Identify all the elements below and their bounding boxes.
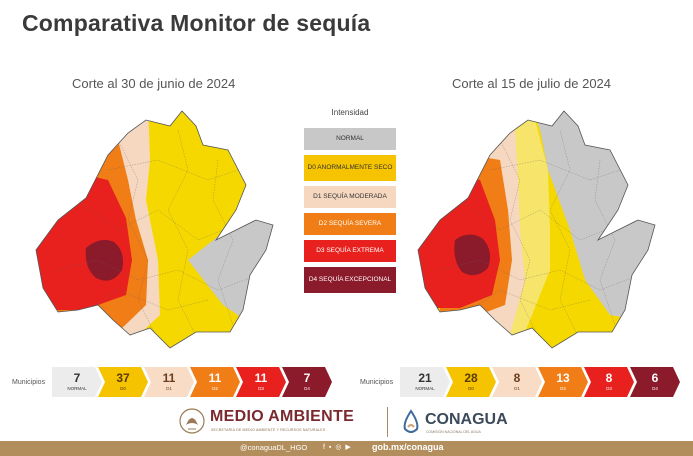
map-caption-july: Corte al 15 de julio de 2024 [452,76,612,91]
legend-d0: D0 ANORMALMENTE SECO [304,155,396,181]
count-d0: 37 D0 [98,367,148,397]
count-value: 37 [116,371,130,385]
eagle-seal-icon [179,408,205,434]
count-level: D2 [212,386,218,391]
count-d1: 8 D1 [492,367,542,397]
legend-d1: D1 SEQUÍA MODERADA [304,186,396,208]
intensity-legend: Intensidad NORMAL D0 ANORMALMENTE SECO D… [304,108,396,298]
conagua-logo-subtext: COMISIÓN NACIONAL DEL AGUA [426,430,481,434]
municipios-label: Municipios [360,378,394,386]
count-value: 21 [418,371,432,385]
count-d1: 11 D1 [144,367,194,397]
legend-title: Intensidad [331,108,369,117]
zone-d4 [454,234,490,276]
legend-d2: D2 SEQUÍA SEVERA [304,213,396,235]
count-d3: 11 D3 [236,367,286,397]
conagua-drop-icon [403,409,419,433]
website-link[interactable]: gob.mx/conagua [372,442,444,452]
state-outline [35,110,274,349]
legend-d3: D3 SEQUÍA EXTREMA [304,240,396,262]
count-level: NORMAL [415,386,435,391]
count-level: D4 [652,386,658,391]
count-value: 28 [464,371,478,385]
map-caption-june: Corte al 30 de junio de 2024 [72,76,236,91]
logo-divider [387,407,388,437]
drought-map-june [35,110,274,349]
count-level: D1 [166,386,172,391]
logos-bar: MEDIO AMBIENTE SECRETARÍA DE MEDIO AMBIE… [0,405,693,441]
count-value: 6 [651,371,659,385]
count-level: D1 [514,386,520,391]
municipios-strip-june: Municipios 7 NORMAL 37 D0 11 D1 11 D2 11… [12,367,332,397]
count-d4: 7 D4 [282,367,332,397]
count-d0: 28 D0 [446,367,496,397]
legend-d4: D4 SEQUÍA EXCEPCIONAL [304,267,396,293]
medio-ambiente-logo-text: MEDIO AMBIENTE [210,408,355,425]
count-level: D3 [258,386,264,391]
social-media-icons[interactable]: f ▪ ◎ ▶ [323,444,352,451]
count-level: NORMAL [67,386,87,391]
count-level: D4 [304,386,310,391]
count-value: 11 [254,371,268,385]
count-value: 11 [162,371,176,385]
count-normal: 7 NORMAL [52,367,102,397]
medio-ambiente-logo-subtext: SECRETARÍA DE MEDIO AMBIENTE Y RECURSOS … [211,428,326,432]
footer-bar: @conaguaDL_HGO f ▪ ◎ ▶ gob.mx/conagua [0,441,693,456]
conagua-logo-text: CONAGUA [425,411,508,428]
municipios-label: Municipios [12,378,46,386]
state-outline [417,110,656,349]
page-title: Comparativa Monitor de sequía [22,10,371,36]
count-value: 7 [73,371,81,385]
count-value: 8 [513,371,521,385]
count-d3: 8 D3 [584,367,634,397]
count-value: 13 [556,371,570,385]
count-level: D0 [468,386,474,391]
social-handle[interactable]: @conaguaDL_HGO [240,443,308,452]
count-d2: 11 D2 [190,367,240,397]
count-level: D0 [120,386,126,391]
count-level: D2 [560,386,566,391]
legend-normal: NORMAL [304,128,396,150]
count-d2: 13 D2 [538,367,588,397]
count-value: 7 [303,371,311,385]
count-value: 8 [605,371,613,385]
count-normal: 21 NORMAL [400,367,450,397]
count-level: D3 [606,386,612,391]
zone-d4 [85,240,123,281]
count-value: 11 [208,371,222,385]
drought-map-july [417,110,656,349]
municipios-strip-july: Municipios 21 NORMAL 28 D0 8 D1 13 D2 8 … [360,367,680,397]
count-d4: 6 D4 [630,367,680,397]
